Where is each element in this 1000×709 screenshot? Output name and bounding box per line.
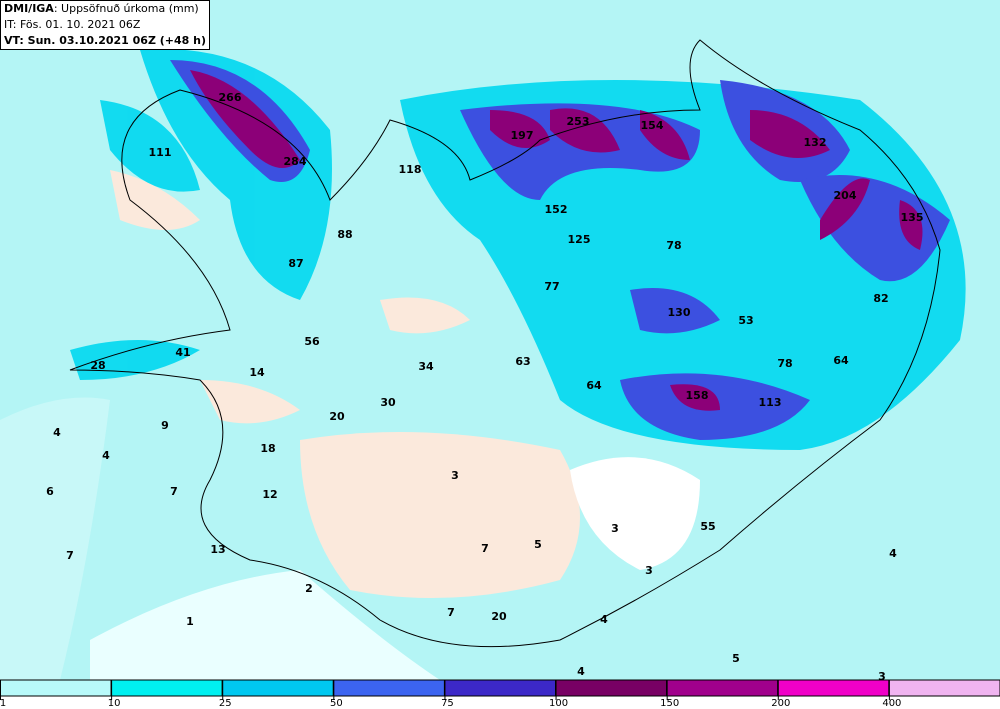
legend-swatch [777,679,890,697]
legend-swatch [888,679,1000,697]
precip-label: 7 [481,542,489,555]
precip-label: 28 [90,359,105,372]
precip-label: 9 [161,419,169,432]
precip-label: 7 [447,606,455,619]
header: DMI/IGA: Uppsöfnuð úrkoma (mm) IT: Fös. … [0,0,211,50]
precip-label: 78 [666,239,681,252]
precip-label: 20 [491,610,507,623]
precip-label: 78 [777,357,792,370]
precip-label: 266 [219,91,242,104]
legend-tick-label: 1 [0,698,6,709]
precip-label: 53 [738,314,753,327]
precip-label: 5 [534,538,542,551]
precip-label: 204 [834,189,857,202]
precip-label: 4 [600,613,608,626]
precip-label: 64 [586,379,602,392]
precip-label: 64 [833,354,849,367]
legend-swatch [666,679,779,697]
legend-tick-label: 25 [219,698,232,709]
precip-label: 4 [102,449,110,462]
header-title: : Uppsöfnuð úrkoma (mm) [53,2,199,15]
legend-swatch [0,679,112,697]
precip-label: 55 [700,520,715,533]
precip-label: 111 [149,146,172,159]
precip-label: 284 [284,155,307,168]
precip-label: 63 [515,355,530,368]
coastline [69,39,941,648]
precip-extreme [190,70,923,411]
legend-swatch [443,679,557,697]
precip-label: 88 [337,228,352,241]
precip-label: 3 [611,522,619,535]
precip-label: 130 [668,306,691,319]
precip-label: 197 [511,129,534,142]
precip-label: 4 [889,547,897,560]
issue-time: IT: Fös. 01. 10. 2021 06Z [4,18,141,31]
precip-label: 135 [901,211,924,224]
precip-label: 4 [577,665,585,678]
precip-label: 7 [66,549,74,562]
precip-label: 18 [260,442,275,455]
precip-label: 132 [804,136,827,149]
legend-tick-label: 50 [330,698,343,709]
precip-label: 158 [686,389,709,402]
precip-label: 118 [399,163,422,176]
legend-swatch [332,679,445,697]
precip-label: 77 [544,280,559,293]
precip-label: 154 [641,119,664,132]
precip-label: 56 [304,335,320,348]
precip-label: 1 [186,615,194,628]
precip-label: 152 [545,203,568,216]
land-dry [110,170,580,598]
precip-label: 3 [451,469,459,482]
legend-tick-label: 200 [771,698,790,709]
header-line: DMI/IGA: Uppsöfnuð úrkoma (mm) [4,1,206,17]
precip-label: 14 [249,366,265,379]
precip-label: 41 [175,346,190,359]
precip-label: 6 [46,485,54,498]
precip-label: 2 [305,582,313,595]
precip-label: 7 [170,485,178,498]
header-source: DMI/IGA [4,2,54,15]
valid-time: VT: Sun. 03.10.2021 06Z (+48 h) [4,34,207,47]
legend-tick-label: 400 [882,698,901,709]
precip-label: 13 [210,543,225,556]
precip-label: 20 [329,410,345,423]
precip-label: 87 [288,257,303,270]
legend-swatch [221,679,334,697]
precip-label: 30 [380,396,396,409]
precip-label: 34 [418,360,434,373]
legend-tick-label: 150 [660,698,679,709]
precip-label: 253 [567,115,590,128]
precip-label: 82 [873,292,888,305]
legend-tick-label: 100 [549,698,568,709]
precip-label: 113 [759,396,782,409]
land-white [0,397,700,680]
precip-label: 3 [878,670,886,683]
precip-label: 5 [732,652,740,665]
precip-label: 12 [262,488,277,501]
legend-tick-label: 75 [441,698,454,709]
legend-tick-label: 10 [108,698,121,709]
precip-label: 125 [568,233,591,246]
legend-swatch [110,679,223,697]
precip-label: 4 [53,426,61,439]
legend-swatch [555,679,668,697]
precip-label: 3 [645,564,653,577]
